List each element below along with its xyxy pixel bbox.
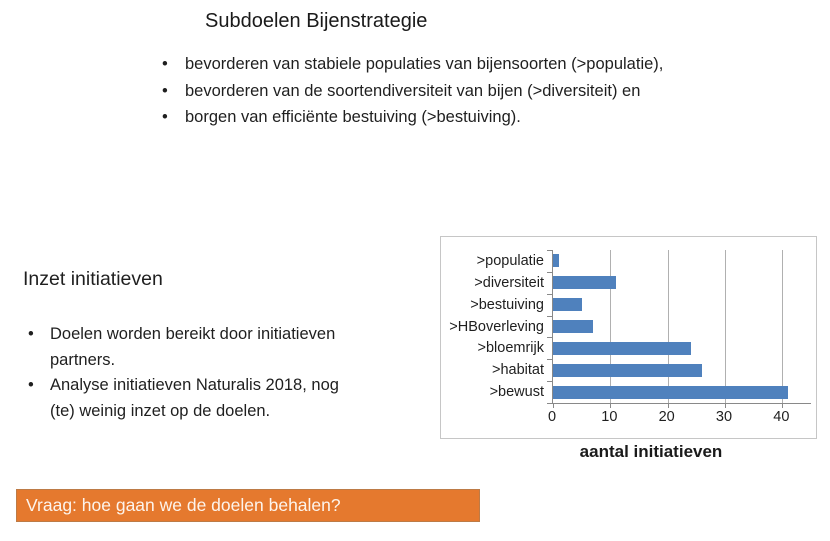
- chart-category-label: >bewust: [489, 384, 544, 401]
- chart-bar: [553, 298, 582, 312]
- chart-x-axis-title: aantal initiatieven: [579, 442, 723, 461]
- chart-y-tick-mark: [547, 403, 553, 404]
- chart-y-tick-mark: [547, 381, 553, 383]
- chart-category-label: >populatie: [476, 252, 544, 269]
- chart-bar: [553, 276, 617, 290]
- chart-x-tick-label: 0: [547, 409, 557, 425]
- chart-x-tick-label: 10: [601, 409, 618, 425]
- chart-plot-area: [547, 250, 811, 408]
- chart-x-tick-mark: [782, 404, 784, 408]
- initiatives-list: Doelen worden bereikt door initiatieven …: [26, 322, 356, 424]
- chart-y-tick-mark: [547, 271, 553, 273]
- chart-bar-row: [553, 316, 811, 338]
- chart-category-label: >bestuiving: [470, 296, 544, 313]
- chart-x-tick-label: 40: [773, 409, 790, 425]
- initiative-bullet-item: Analyse initiatieven Naturalis 2018, nog…: [26, 373, 356, 424]
- chart-gridline: [667, 250, 669, 403]
- chart-bar: [553, 385, 789, 399]
- chart-bar-row: [553, 272, 811, 294]
- question-banner-text: Vraag: hoe gaan we de doelen behalen?: [26, 495, 341, 515]
- subgoal-bullet-item: borgen van efficiënte bestuiving (>bestu…: [159, 104, 663, 131]
- chart-bar: [553, 341, 691, 355]
- chart-x-tick-mark: [610, 404, 612, 408]
- chart-y-tick-mark: [547, 250, 553, 251]
- subgoal-bullet-item: bevorderen van stabiele populaties van b…: [159, 51, 663, 78]
- chart-gridline: [782, 250, 784, 403]
- chart-x-tick-mark: [667, 404, 669, 408]
- chart-bar-row: [553, 294, 811, 316]
- chart-bar: [553, 320, 594, 333]
- chart-category-label: >habitat: [491, 362, 544, 379]
- slide-title: Subdoelen Bijenstrategie: [205, 10, 428, 32]
- chart-bar-row: [553, 337, 811, 359]
- chart-x-tick-mark: [725, 404, 726, 408]
- chart-gridline: [610, 250, 612, 403]
- chart-bar-row: [553, 359, 811, 381]
- bar-chart: >populatie >diversiteit >bestuiving >HBover…: [440, 236, 817, 439]
- subgoals-list: bevorderen van stabiele populaties van b…: [159, 51, 663, 131]
- chart-bar-row: [553, 381, 811, 403]
- chart-x-tick-mark: [553, 404, 554, 408]
- section-heading: Inzet initiatieven: [23, 268, 163, 290]
- chart-category-label: >bloemrijk: [477, 340, 544, 357]
- chart-category-label: >HBoverleving: [449, 318, 544, 335]
- chart-category-label: >diversiteit: [474, 274, 544, 291]
- chart-bar: [553, 363, 703, 377]
- chart-y-tick-mark: [547, 359, 553, 361]
- chart-y-tick-mark: [547, 293, 553, 295]
- chart-y-tick-mark: [547, 337, 553, 339]
- chart-value-axis: 0 10 20 30 40: [548, 409, 810, 425]
- chart-gridline: [725, 250, 726, 403]
- chart-category-axis: >populatie >diversiteit >bestuiving >HBover…: [441, 250, 544, 403]
- question-banner: Vraag: hoe gaan we de doelen behalen?: [16, 489, 480, 522]
- subgoal-bullet-item: bevorderen van de soortendiversiteit van…: [159, 78, 663, 105]
- chart-bar: [553, 254, 559, 268]
- chart-x-tick-label: 30: [715, 409, 733, 425]
- chart-x-tick-label: 20: [658, 409, 675, 425]
- initiative-bullet-item: Doelen worden bereikt door initiatieven …: [26, 322, 356, 373]
- chart-bar-row: [553, 250, 811, 272]
- chart-y-tick-mark: [547, 315, 553, 317]
